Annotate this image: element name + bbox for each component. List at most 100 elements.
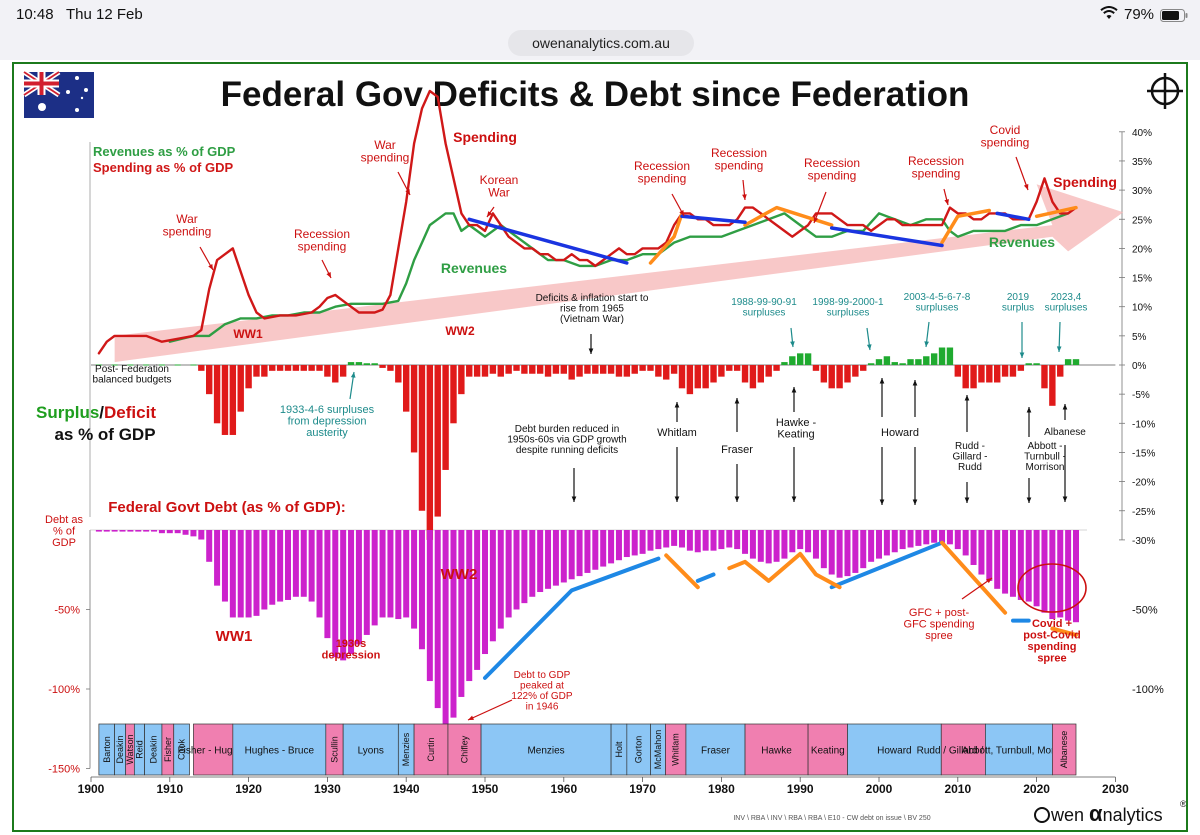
balance-bar xyxy=(339,365,347,377)
debt-bar xyxy=(749,530,756,559)
rudd-label-line: Rudd xyxy=(958,462,982,473)
pm-bar xyxy=(447,723,482,776)
debt-bar xyxy=(1057,530,1064,618)
surplus-2019-arrow-head xyxy=(1019,352,1025,358)
balance-bar xyxy=(190,364,197,366)
balance-bar xyxy=(718,365,725,377)
trend-arrow-shape xyxy=(114,184,1124,363)
balance-bar xyxy=(615,365,623,377)
balance-bar xyxy=(300,365,307,371)
x-tick-label: 2010 xyxy=(944,782,971,796)
pm-bar-label: Scullin xyxy=(329,736,339,763)
debt-bar xyxy=(395,530,402,620)
gfc-arrow-head xyxy=(986,578,992,584)
legend-spending: Spending as % of GDP xyxy=(93,160,233,175)
recession-2009-arrow-head xyxy=(944,199,949,205)
deficits-inflation-note-line: rise from 1965 xyxy=(560,304,624,315)
spending-top-label: Spending xyxy=(453,129,517,145)
recession-1930s-line: spending xyxy=(298,240,347,254)
balance-bar xyxy=(915,359,922,365)
debt-bar xyxy=(214,530,221,586)
war-spending-2-arrow-head xyxy=(405,189,410,195)
debt-bar xyxy=(489,530,496,642)
balance-bar xyxy=(930,353,938,365)
recession-1982-line: Recession xyxy=(711,146,767,160)
depression-label-line: depression xyxy=(322,650,381,662)
debt-bar xyxy=(623,530,630,558)
debt-bar xyxy=(418,530,425,650)
debt-bar xyxy=(206,530,213,562)
debt-trend-blue xyxy=(829,540,944,590)
balance-bar xyxy=(1057,365,1064,377)
right-tick-label: 0% xyxy=(1132,361,1147,372)
balance-bar xyxy=(324,365,331,377)
fraser-label: Fraser xyxy=(721,444,753,456)
covid-ellipse xyxy=(1017,563,1087,613)
debt-bar xyxy=(316,530,323,618)
debt-bar xyxy=(631,530,638,556)
debt-bar xyxy=(852,530,859,573)
balance-bar xyxy=(797,353,804,365)
debt-bar xyxy=(828,530,835,575)
balance-bar xyxy=(198,365,205,371)
balance-bar xyxy=(623,365,631,377)
balance-bar xyxy=(1072,359,1080,365)
pm-bar xyxy=(480,723,612,776)
balance-bar xyxy=(261,365,268,377)
pm-bar-label: Albanese xyxy=(1059,731,1069,769)
balance-bar xyxy=(883,356,891,365)
right-tick-label: -10% xyxy=(1132,419,1155,430)
pm-bar xyxy=(985,723,1053,776)
surplus-1933-arrow xyxy=(349,371,356,400)
debt-bar xyxy=(190,530,197,537)
balance-bar xyxy=(127,364,134,366)
balance-bar xyxy=(804,353,812,365)
pm-bar xyxy=(685,723,746,776)
footer-source: INV \ RBA \ INV \ RBA \ RBA \ E10 - CW d… xyxy=(733,815,930,822)
debt-bar xyxy=(166,530,173,534)
debt-bar xyxy=(954,530,961,550)
balance-bar xyxy=(741,365,749,383)
url-bar[interactable]: owenanalytics.com.au xyxy=(508,30,694,56)
balance-bar xyxy=(702,365,709,389)
gfc-note-line: GFC + post- xyxy=(909,607,970,619)
recession-1930s-arrow-head xyxy=(326,272,331,278)
balance-bar xyxy=(726,365,733,371)
hawke-arrow-up xyxy=(791,387,797,412)
debt-bar xyxy=(647,530,654,551)
covid-spending-line: spending xyxy=(981,136,1030,150)
debt-bar xyxy=(1009,530,1016,597)
balance-bar xyxy=(647,365,654,371)
debt-bar xyxy=(379,530,386,618)
surplus-2019-arrow xyxy=(1019,322,1025,358)
abbott-label-line: Turnbull - xyxy=(1024,452,1066,463)
debt-bar xyxy=(245,530,252,618)
surplus-1998-arrow-head xyxy=(866,344,872,350)
debt-peak-arrow-shaft xyxy=(467,699,513,721)
debt-bar xyxy=(820,530,827,569)
debt-bar xyxy=(143,530,150,532)
pm-bar-label: Abbott, Turnbull, Morrison xyxy=(962,746,1077,757)
balance-bar xyxy=(489,365,497,374)
debt-bar xyxy=(710,530,717,551)
fraser-arrow-up xyxy=(734,398,740,432)
balance-bar xyxy=(95,364,102,366)
covid-spree-note-line: spending xyxy=(1028,641,1077,653)
surplus-label: Surplus xyxy=(36,403,99,422)
balance-bar xyxy=(560,365,567,374)
debt-bar xyxy=(355,530,362,645)
balance-bar xyxy=(607,365,615,374)
debt-bar xyxy=(773,530,780,562)
debt-bar xyxy=(529,530,536,597)
balance-bar xyxy=(552,365,560,374)
rudd-label-line: Rudd - xyxy=(955,441,985,452)
debt-bar xyxy=(324,530,331,639)
debt-bar xyxy=(970,530,977,565)
recession-1974-line: Recession xyxy=(634,159,690,173)
hawke-keating-label-line: Hawke - xyxy=(776,417,817,429)
hawke-keating-label-line: Keating xyxy=(777,429,814,441)
debt-bar xyxy=(182,530,189,535)
korean-war-arrow xyxy=(486,206,495,218)
recession-1991-line: spending xyxy=(808,169,857,183)
surplus-2003-note-line: 2003-4-5-6-7-8 xyxy=(904,292,971,303)
